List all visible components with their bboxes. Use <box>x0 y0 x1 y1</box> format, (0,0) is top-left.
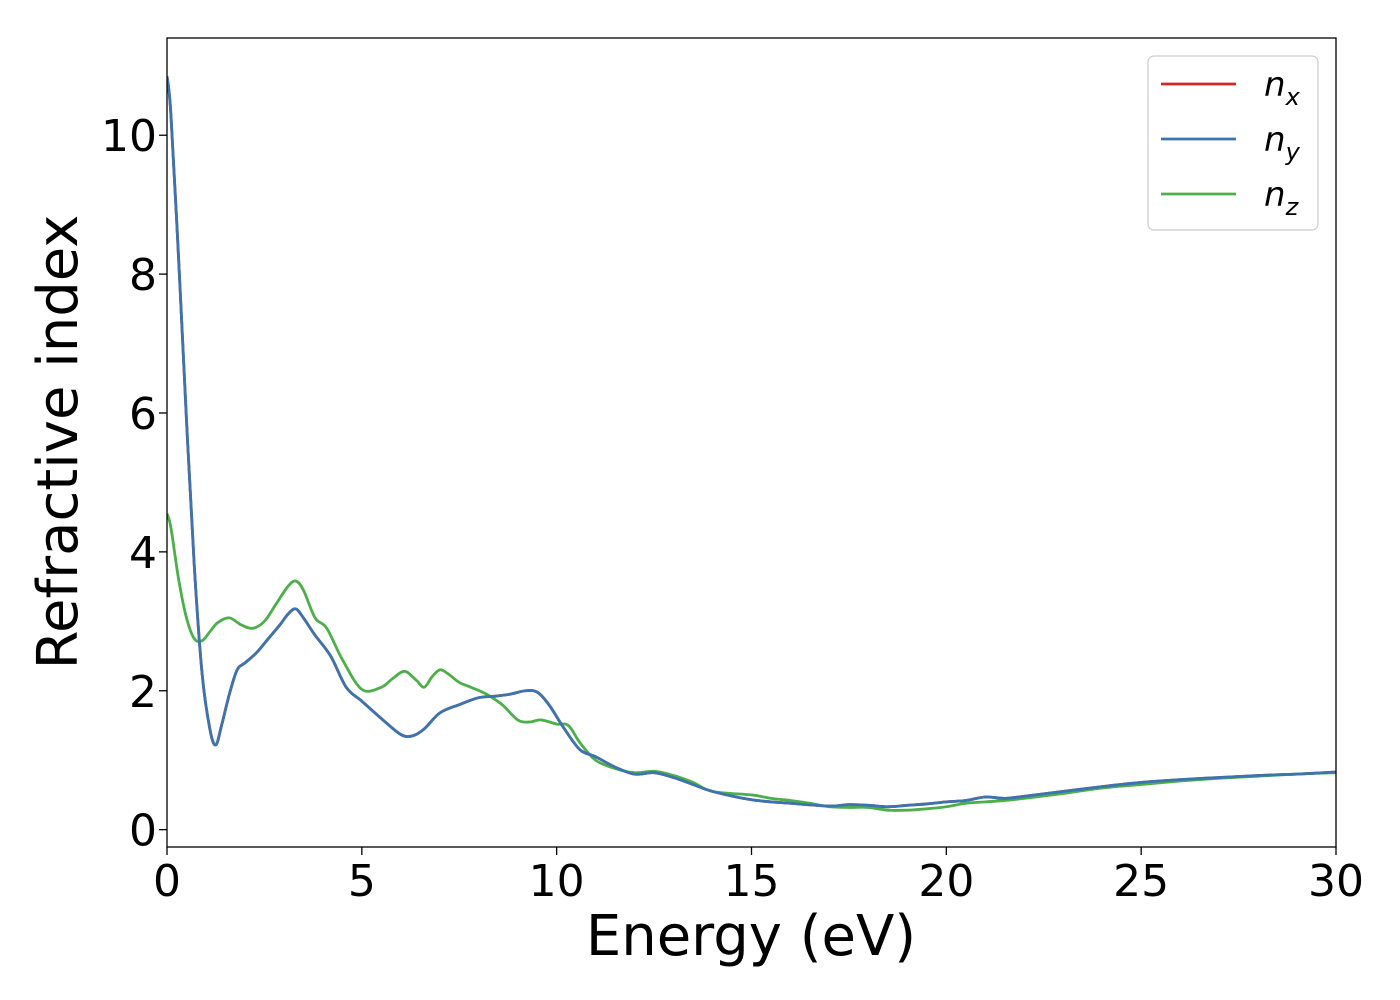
legend-label-base: n <box>1264 175 1286 215</box>
legend-label-base: n <box>1264 120 1286 160</box>
x-tick-label: 10 <box>529 856 585 907</box>
legend-label-subscript: y <box>1285 138 1301 166</box>
y-tick-label: 4 <box>129 528 157 579</box>
x-tick-label: 0 <box>153 856 181 907</box>
y-tick-label: 8 <box>129 250 157 301</box>
x-tick-label: 20 <box>918 856 974 907</box>
series-line-nz <box>167 513 1336 812</box>
y-tick-label: 6 <box>129 389 157 440</box>
legend-label-subscript: x <box>1285 83 1301 111</box>
legend-label-ny: ny <box>1264 120 1301 166</box>
legend-label-nz: nz <box>1264 175 1300 221</box>
x-tick-label: 25 <box>1113 856 1169 907</box>
x-axis-title: Energy (eV) <box>586 904 916 969</box>
x-tick-label: 5 <box>348 856 376 907</box>
y-tick-label: 2 <box>129 667 157 718</box>
y-tick-label: 10 <box>101 111 157 162</box>
legend-label-nx: nx <box>1264 65 1301 111</box>
y-axis: 0 2 4 6 8 10 <box>101 111 167 857</box>
series-lines <box>167 76 1336 812</box>
series-line-ny <box>167 76 1336 809</box>
y-tick-label: 0 <box>129 806 157 857</box>
x-tick-label: 15 <box>724 856 780 907</box>
legend-label-base: n <box>1264 65 1286 105</box>
legend-label-subscript: z <box>1285 193 1300 221</box>
y-axis-title: Refractive index <box>26 215 91 670</box>
x-tick-label: 30 <box>1308 856 1364 907</box>
legend-frame <box>1147 55 1319 231</box>
x-axis: 0 5 10 15 20 25 30 <box>153 847 1364 907</box>
